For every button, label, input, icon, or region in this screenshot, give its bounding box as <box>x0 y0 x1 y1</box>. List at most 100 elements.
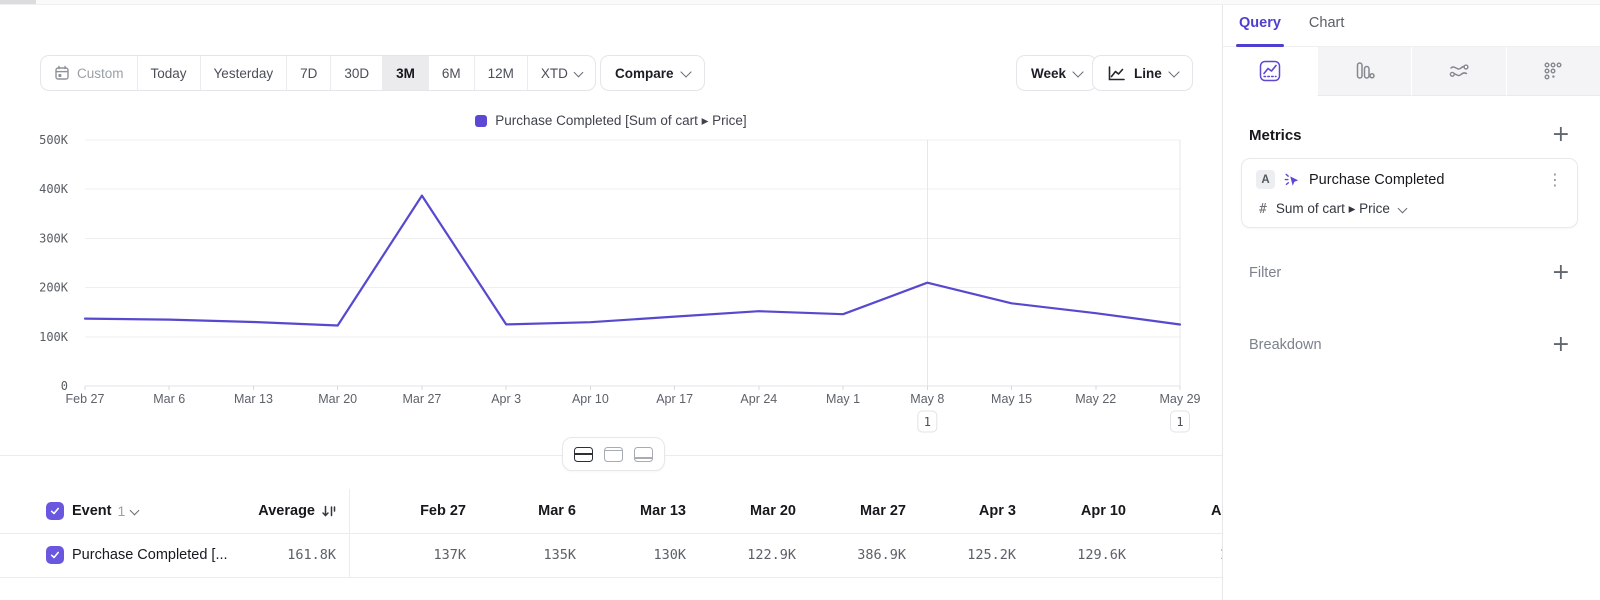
y-axis-tick-label: 100K <box>39 330 69 344</box>
x-axis-tick-label: May 1 <box>826 392 860 406</box>
add-metric-button[interactable]: + <box>1551 122 1570 147</box>
table-column-header[interactable]: Mar 6 <box>538 503 576 519</box>
table-row[interactable]: Purchase Completed [... 161.8K 137K 135K 1… <box>0 533 1222 578</box>
annotation-badge[interactable]: 1 <box>917 410 938 433</box>
range-option-yesterday[interactable]: Yesterday <box>199 56 287 90</box>
metric-letter-badge: A <box>1256 170 1275 189</box>
flow-chart-icon <box>1449 64 1469 77</box>
annotation-badge[interactable]: 1 <box>1170 410 1190 433</box>
range-option-label: Custom <box>77 65 124 81</box>
range-option-7d[interactable]: 7D <box>286 56 330 90</box>
chart-view-button[interactable] <box>604 446 623 462</box>
table-column-header[interactable]: Mar 27 <box>860 503 906 519</box>
chart-view-icon <box>604 446 623 462</box>
date-column-headers: Feb 27 Mar 6 Mar 13 Mar 20 Mar 27 Apr 3 Apr 10… <box>356 489 1222 533</box>
range-option-custom[interactable]: Custom <box>41 56 137 90</box>
svg-text:1: 1 <box>924 415 931 429</box>
svg-text:1: 1 <box>1176 415 1183 429</box>
table-cell-value: 130K <box>653 547 686 563</box>
range-option-today[interactable]: Today <box>136 56 200 90</box>
split-view-button[interactable] <box>574 446 593 462</box>
table-view-button[interactable] <box>634 446 653 462</box>
panel-tabs: Query Chart <box>1223 0 1600 47</box>
chart-type-selector <box>1223 47 1600 96</box>
metric-card[interactable]: A Purchase Completed ⋮ # Sum of cart ▸ P… <box>1241 158 1578 228</box>
table-column-header[interactable]: Apr 10 <box>1080 503 1126 519</box>
scrollbar-thumb[interactable] <box>0 0 36 4</box>
split-view-icon <box>574 446 593 462</box>
metric-options-button[interactable]: ⋮ <box>1547 170 1563 189</box>
top-scrollbar[interactable] <box>0 0 1600 5</box>
date-range-control: Custom Today Yesterday 7D 30D 3M 6M 12M XTD <box>40 55 596 91</box>
range-option-3m[interactable]: 3M <box>382 56 428 90</box>
x-axis-tick-label: May 29 <box>1160 392 1201 406</box>
check-icon <box>50 551 60 559</box>
event-click-icon <box>1284 173 1299 186</box>
x-axis-tick-label: May 8 <box>910 392 944 406</box>
range-option-label: 3M <box>396 65 415 81</box>
breakdown-title: Breakdown <box>1249 337 1322 353</box>
x-axis-tick-label: Apr 10 <box>572 392 609 406</box>
chart-legend[interactable]: Purchase Completed [Sum of cart ▸ Price] <box>0 113 1222 129</box>
range-option-12m[interactable]: 12M <box>473 56 527 90</box>
y-axis-tick-label: 300K <box>39 231 69 245</box>
aggregation-selector[interactable]: # Sum of cart ▸ Price <box>1259 201 1408 217</box>
segmentation-line-chart-tab[interactable] <box>1223 47 1317 96</box>
range-option-6m[interactable]: 6M <box>427 56 474 90</box>
metrics-section-header: Metrics + <box>1249 124 1570 146</box>
granularity-button[interactable]: Week <box>1016 55 1098 91</box>
event-count: 1 <box>117 503 126 519</box>
range-option-label: Today <box>150 65 187 81</box>
select-all-checkbox[interactable] <box>46 502 64 520</box>
range-option-30d[interactable]: 30D <box>330 56 382 90</box>
chevron-down-icon <box>129 505 140 515</box>
x-axis-tick-label: Feb 27 <box>66 392 105 406</box>
legend-swatch <box>475 115 488 127</box>
row-checkbox[interactable] <box>46 546 64 564</box>
chevron-down-icon <box>1168 65 1180 78</box>
x-axis-tick-label: Apr 24 <box>740 392 777 406</box>
tab-chart[interactable]: Chart <box>1308 15 1345 31</box>
table-cell-value: 129.6K <box>1077 547 1126 563</box>
chart-type-button[interactable]: Line <box>1092 55 1193 91</box>
add-filter-button[interactable]: + <box>1551 260 1570 285</box>
y-axis-tick-label: 200K <box>39 281 69 295</box>
legend-label: Purchase Completed [Sum of cart ▸ Price] <box>495 113 747 128</box>
y-axis-tick-label: 400K <box>39 182 69 196</box>
table-header-row: Event 1 Average Feb 27 Mar 6 Mar 13 Mar 20 M… <box>0 489 1222 534</box>
query-panel: Query Chart Metrics + A Purchase Complet… <box>1222 0 1600 600</box>
chart-type-label: Line <box>1134 65 1162 81</box>
number-property-icon: # <box>1259 201 1267 217</box>
chevron-down-icon <box>1397 203 1408 213</box>
table-column-header[interactable]: Apr 3 <box>978 503 1016 519</box>
event-header-dropdown[interactable]: Event 1 <box>72 489 140 533</box>
tab-query[interactable]: Query <box>1236 0 1284 47</box>
row-series-name: Purchase Completed [... <box>72 547 228 563</box>
funnel-chart-tab[interactable] <box>1316 47 1411 96</box>
series-line <box>83 194 1182 327</box>
retention-grid-tab[interactable] <box>1505 47 1600 96</box>
x-axis-tick-label: Apr 3 <box>491 392 521 406</box>
table-column-header[interactable]: Feb 27 <box>420 503 466 519</box>
compare-label: Compare <box>615 65 674 81</box>
table-column-header[interactable]: Mar 13 <box>640 503 686 519</box>
flow-chart-tab[interactable] <box>1411 47 1506 96</box>
table-column-header[interactable]: Apr <box>1211 503 1222 519</box>
average-label: Average <box>258 503 315 519</box>
add-breakdown-button[interactable]: + <box>1551 332 1570 357</box>
filter-section-header: Filter + <box>1249 262 1570 284</box>
table-column-header[interactable]: Mar 20 <box>750 503 796 519</box>
aggregation-label: Sum of cart ▸ Price <box>1275 201 1390 216</box>
metrics-title: Metrics <box>1249 126 1302 144</box>
x-axis-tick-label: May 15 <box>991 392 1032 406</box>
sort-descending-icon <box>322 505 336 517</box>
average-column-header[interactable]: Average <box>230 489 336 533</box>
event-header-label: Event <box>72 503 112 519</box>
table-cell-value: 137K <box>433 547 466 563</box>
funnel-chart-icon <box>1357 62 1375 79</box>
range-option-label: 6M <box>441 65 461 81</box>
table-cell-value: 14 <box>1126 547 1222 563</box>
range-option-xtd[interactable]: XTD <box>526 56 595 90</box>
compare-button[interactable]: Compare <box>600 55 705 91</box>
chevron-down-icon <box>679 65 692 78</box>
